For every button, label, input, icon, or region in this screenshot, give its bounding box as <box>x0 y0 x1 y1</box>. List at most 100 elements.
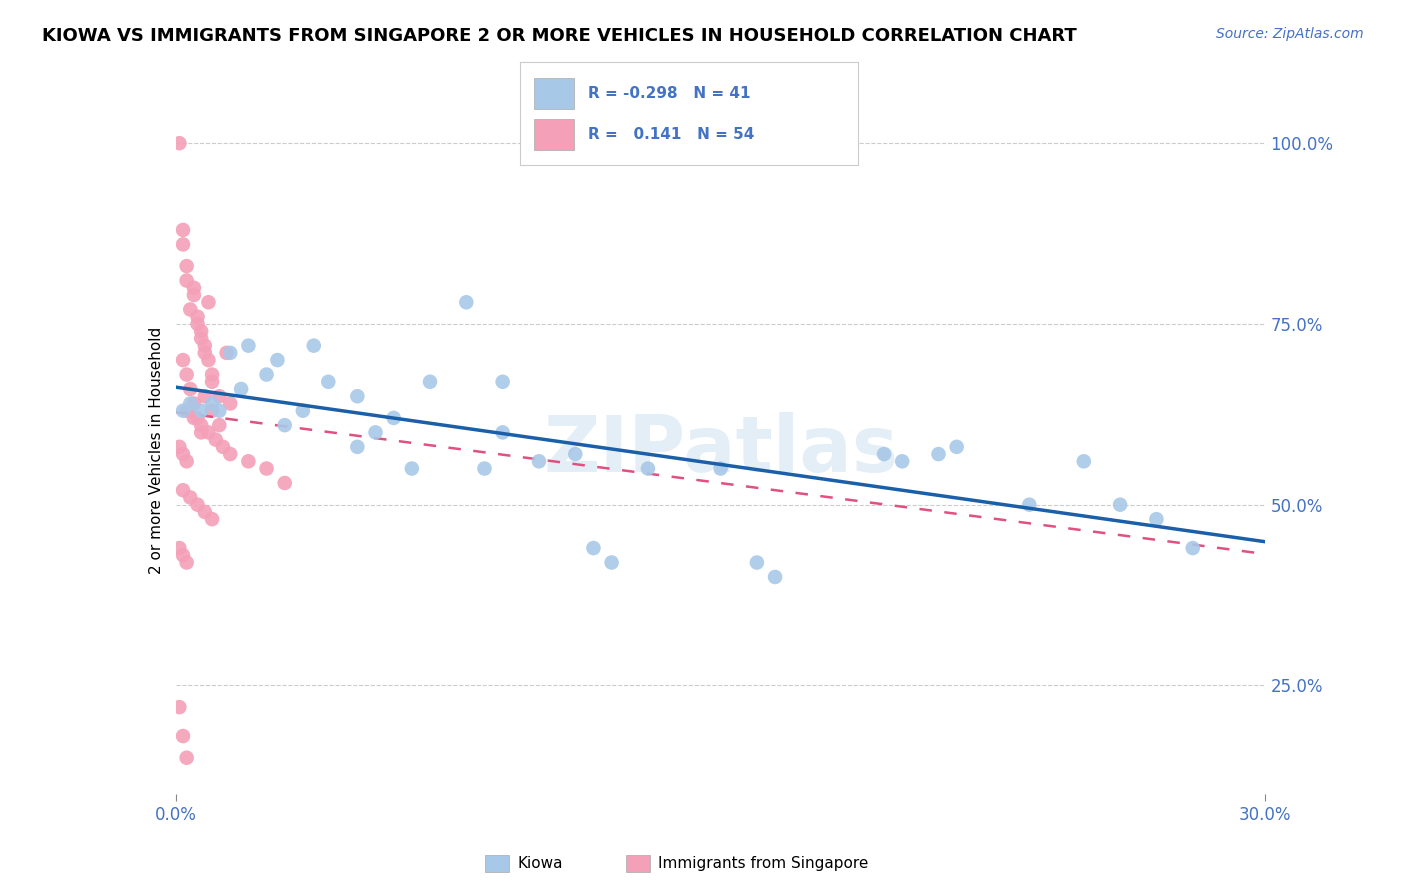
Point <box>179 302 201 317</box>
Point <box>197 425 219 440</box>
Point <box>172 403 194 417</box>
Point <box>401 461 423 475</box>
Point <box>172 549 194 563</box>
Y-axis label: 2 or more Vehicles in Household: 2 or more Vehicles in Household <box>149 326 165 574</box>
Point <box>194 505 217 519</box>
Point <box>176 368 198 382</box>
Point <box>208 403 231 417</box>
Point <box>219 396 242 410</box>
Point <box>945 440 967 454</box>
Point <box>745 556 768 570</box>
Point <box>183 396 205 410</box>
FancyBboxPatch shape <box>534 78 574 109</box>
Point <box>873 447 896 461</box>
Point <box>1018 498 1040 512</box>
Point <box>186 411 209 425</box>
Text: Immigrants from Singapore: Immigrants from Singapore <box>658 856 869 871</box>
Point <box>169 440 191 454</box>
Point <box>183 288 205 302</box>
Point <box>238 454 260 468</box>
FancyBboxPatch shape <box>534 119 574 150</box>
Point <box>256 461 278 475</box>
Point <box>346 389 368 403</box>
Point <box>564 447 586 461</box>
Point <box>710 461 733 475</box>
Point <box>456 295 478 310</box>
Point <box>176 556 198 570</box>
Point <box>186 310 209 324</box>
Point <box>1073 454 1095 468</box>
Point <box>190 425 212 440</box>
Point <box>183 411 205 425</box>
Point <box>891 454 914 468</box>
Point <box>231 382 253 396</box>
Point <box>179 396 201 410</box>
Point <box>172 223 194 237</box>
Point <box>302 338 325 352</box>
Point <box>172 237 194 252</box>
Point <box>1146 512 1168 526</box>
Point <box>274 418 297 433</box>
Point <box>183 281 205 295</box>
Point <box>212 440 235 454</box>
Point <box>419 375 441 389</box>
Text: R =   0.141   N = 54: R = 0.141 N = 54 <box>588 127 754 142</box>
Point <box>474 461 496 475</box>
Point <box>194 346 217 360</box>
Point <box>492 375 515 389</box>
Point <box>176 259 198 273</box>
Point <box>190 403 212 417</box>
Point <box>637 461 659 475</box>
Point <box>382 411 405 425</box>
Point <box>582 541 605 555</box>
Point <box>179 491 201 505</box>
Point <box>176 403 198 417</box>
Point <box>186 498 209 512</box>
Point <box>928 447 950 461</box>
Point <box>201 396 224 410</box>
Point <box>201 375 224 389</box>
Point <box>219 447 242 461</box>
Point <box>176 454 198 468</box>
Point <box>219 346 242 360</box>
Point <box>194 338 217 352</box>
Text: Kiowa: Kiowa <box>517 856 562 871</box>
Point <box>274 475 297 490</box>
Point <box>197 295 219 310</box>
Point <box>190 331 212 345</box>
Point <box>527 454 550 468</box>
Point <box>364 425 387 440</box>
Point <box>215 346 238 360</box>
Point <box>172 483 194 498</box>
Point <box>190 324 212 338</box>
Point <box>186 317 209 331</box>
Point <box>169 541 191 555</box>
Text: R = -0.298   N = 41: R = -0.298 N = 41 <box>588 86 751 101</box>
Point <box>201 368 224 382</box>
Point <box>169 700 191 714</box>
Point <box>179 382 201 396</box>
Point <box>190 418 212 433</box>
Text: Source: ZipAtlas.com: Source: ZipAtlas.com <box>1216 27 1364 41</box>
Point <box>492 425 515 440</box>
Point <box>201 512 224 526</box>
Point <box>194 389 217 403</box>
Point <box>204 433 226 447</box>
Point <box>600 556 623 570</box>
Point <box>169 136 191 151</box>
Point <box>201 403 224 417</box>
Point <box>346 440 368 454</box>
Text: KIOWA VS IMMIGRANTS FROM SINGAPORE 2 OR MORE VEHICLES IN HOUSEHOLD CORRELATION C: KIOWA VS IMMIGRANTS FROM SINGAPORE 2 OR … <box>42 27 1077 45</box>
Point <box>238 338 260 352</box>
Point <box>172 729 194 743</box>
Point <box>172 353 194 368</box>
Point <box>1109 498 1132 512</box>
Text: ZIPatlas: ZIPatlas <box>543 412 898 489</box>
Point <box>208 418 231 433</box>
Point <box>172 447 194 461</box>
Point <box>763 570 786 584</box>
Point <box>197 353 219 368</box>
Point <box>318 375 340 389</box>
Point <box>256 368 278 382</box>
Point <box>291 403 314 417</box>
